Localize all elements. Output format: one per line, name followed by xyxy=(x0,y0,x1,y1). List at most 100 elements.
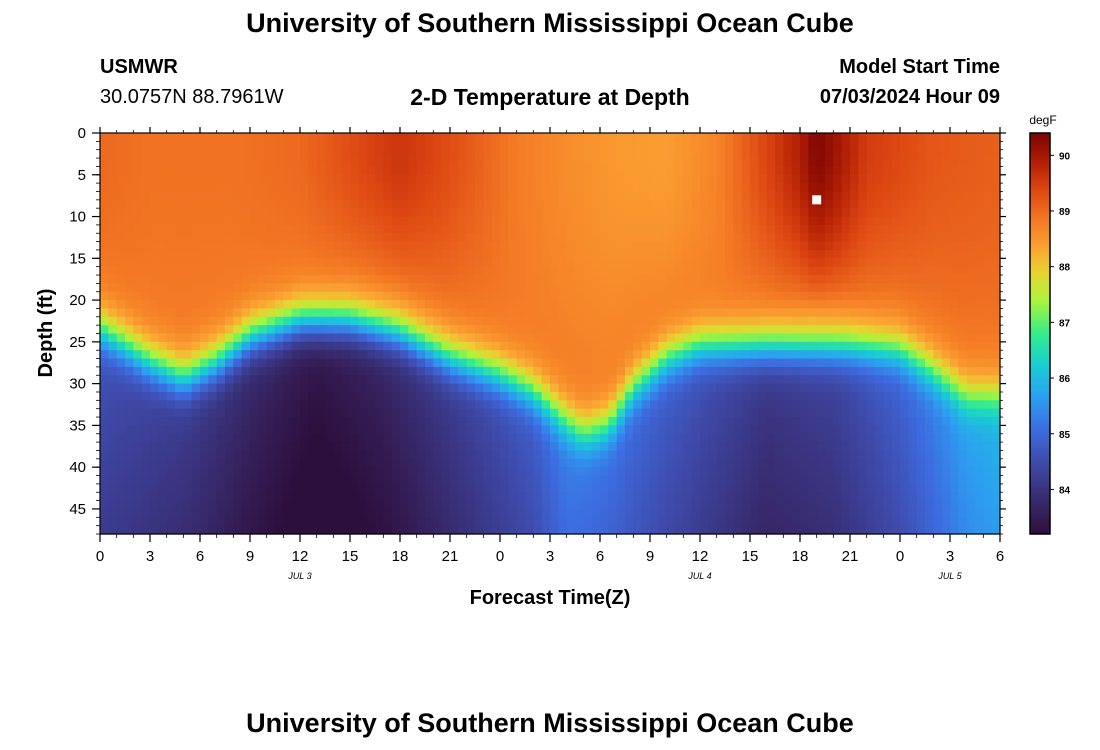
heatmap-cell xyxy=(641,191,651,201)
heatmap-cell xyxy=(333,366,343,376)
heatmap-cell xyxy=(700,500,709,510)
heatmap-cell xyxy=(150,266,159,276)
heatmap-cell xyxy=(183,483,193,493)
heatmap-cell xyxy=(366,425,376,435)
heatmap-cell xyxy=(300,133,309,142)
heatmap-cell xyxy=(175,208,184,218)
heatmap-cell xyxy=(708,358,718,368)
heatmap-cell xyxy=(225,391,234,401)
heatmap-cell xyxy=(466,333,476,343)
heatmap-cell xyxy=(633,341,643,351)
heatmap-cell xyxy=(991,183,1001,193)
heatmap-cell xyxy=(641,417,651,426)
heatmap-cell xyxy=(675,500,684,510)
heatmap-cell xyxy=(875,191,884,201)
heatmap-cell xyxy=(641,158,651,168)
heatmap-cell xyxy=(191,166,201,176)
heatmap-cell xyxy=(483,233,493,243)
heatmap-cell xyxy=(591,341,601,351)
heatmap-cell xyxy=(816,366,826,376)
heatmap-cell xyxy=(416,333,426,343)
heatmap-cell xyxy=(316,350,326,360)
heatmap-cell xyxy=(550,249,559,259)
heatmap-cell xyxy=(816,383,826,393)
heatmap-cell xyxy=(850,133,859,142)
heatmap-cell xyxy=(425,325,434,335)
heatmap-cell xyxy=(600,433,609,443)
heatmap-cell xyxy=(600,333,609,343)
heatmap-cell xyxy=(191,224,201,234)
heatmap-cell xyxy=(558,333,568,343)
heatmap-cell xyxy=(650,174,659,184)
heatmap-cell xyxy=(358,417,368,426)
heatmap-cell xyxy=(900,241,909,251)
heatmap-cell xyxy=(383,233,393,243)
heatmap-cell xyxy=(933,258,943,268)
heatmap-cell xyxy=(683,458,693,468)
heatmap-cell xyxy=(600,258,609,268)
heatmap-cell xyxy=(250,425,259,435)
heatmap-cell xyxy=(816,433,826,443)
heatmap-cell xyxy=(158,141,168,151)
heatmap-cell xyxy=(650,183,659,193)
heatmap-cell xyxy=(608,442,618,452)
heatmap-cell xyxy=(783,158,793,168)
heatmap-cell xyxy=(800,450,809,460)
heatmap-cell xyxy=(391,183,401,193)
heatmap-cell xyxy=(741,224,751,234)
heatmap-cell xyxy=(200,358,209,368)
heatmap-cell xyxy=(391,383,401,393)
heatmap-cell xyxy=(691,283,701,293)
heatmap-cell xyxy=(666,199,676,209)
heatmap-cell xyxy=(491,191,501,201)
heatmap-cell xyxy=(791,174,801,184)
heatmap-cell xyxy=(116,333,126,343)
heatmap-cell xyxy=(750,224,759,234)
heatmap-cell xyxy=(750,433,759,443)
heatmap-cell xyxy=(966,492,976,502)
heatmap-cell xyxy=(975,316,984,326)
heatmap-cell xyxy=(258,450,268,460)
heatmap-cell xyxy=(575,166,584,176)
heatmap-cell xyxy=(408,408,418,418)
heatmap-cell xyxy=(766,166,776,176)
heatmap-cell xyxy=(183,458,193,468)
heatmap-cell xyxy=(616,258,626,268)
heatmap-cell xyxy=(450,183,459,193)
heatmap-cell xyxy=(725,266,734,276)
heatmap-cell xyxy=(566,216,576,226)
heatmap-cell xyxy=(566,183,576,193)
heatmap-cell xyxy=(800,275,809,284)
heatmap-cell xyxy=(383,400,393,410)
heatmap-cell xyxy=(241,358,251,368)
heatmap-cell xyxy=(316,208,326,218)
heatmap-cell xyxy=(175,433,184,443)
heatmap-cell xyxy=(616,458,626,468)
heatmap-cell xyxy=(441,275,451,284)
heatmap-cell xyxy=(608,249,618,259)
heatmap-cell xyxy=(950,467,959,477)
heatmap-cell xyxy=(641,166,651,176)
heatmap-cell xyxy=(441,283,451,293)
heatmap-cell xyxy=(550,375,559,385)
heatmap-cell xyxy=(516,249,526,259)
heatmap-cell xyxy=(875,249,884,259)
heatmap-cell xyxy=(575,308,584,318)
heatmap-cell xyxy=(808,275,818,284)
heatmap-cell xyxy=(141,442,151,452)
heatmap-cell xyxy=(575,174,584,184)
heatmap-cell xyxy=(125,224,134,234)
heatmap-cell xyxy=(925,391,934,401)
heatmap-cell xyxy=(733,391,743,401)
heatmap-cell xyxy=(658,199,668,209)
heatmap-cell xyxy=(975,224,984,234)
heatmap-cell xyxy=(933,183,943,193)
heatmap-cell xyxy=(333,475,343,485)
heatmap-cell xyxy=(616,183,626,193)
heatmap-cell xyxy=(175,166,184,176)
heatmap-cell xyxy=(466,375,476,385)
heatmap-cell xyxy=(433,358,443,368)
heatmap-cell xyxy=(150,308,159,318)
heatmap-cell xyxy=(591,199,601,209)
